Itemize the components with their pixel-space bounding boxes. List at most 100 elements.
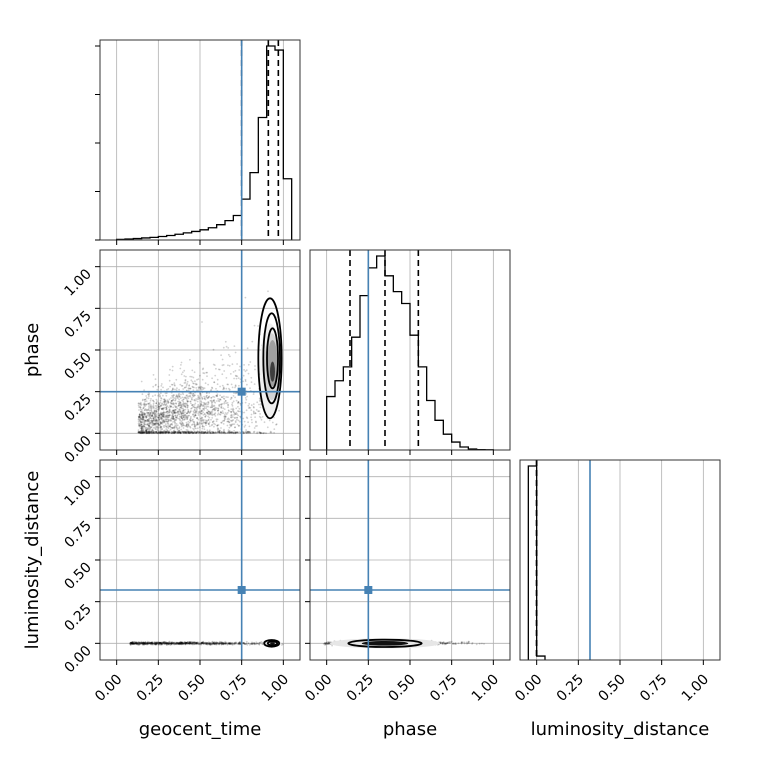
sample-point: [176, 407, 179, 410]
sample-point: [156, 423, 158, 425]
sample-point: [182, 418, 184, 421]
sample-point: [138, 418, 141, 421]
sample-point: [168, 414, 171, 417]
sample-point: [207, 402, 210, 405]
sample-point: [192, 376, 195, 379]
sample-point: [196, 410, 198, 413]
sample-point: [169, 432, 172, 434]
sample-point: [229, 419, 232, 422]
sample-point: [186, 404, 189, 406]
x-axis-ticks: 0.00 0.25 0.50 0.75 1.00: [92, 660, 292, 705]
sample-point: [191, 431, 194, 434]
sample-point: [197, 398, 200, 400]
sample-point: [242, 432, 245, 435]
sample-point: [153, 411, 155, 414]
sample-point: [148, 415, 150, 418]
sample-point: [234, 396, 237, 399]
sample-point: [187, 424, 190, 426]
sample-point: [205, 432, 208, 434]
sample-point: [140, 423, 143, 426]
sample-point: [214, 423, 217, 426]
sample-point: [250, 416, 253, 419]
sample-point: [176, 387, 178, 390]
sample-point: [232, 423, 234, 426]
sample-point: [180, 412, 183, 414]
sample-point: [178, 410, 181, 413]
sample-point: [194, 406, 196, 409]
sample-point: [216, 424, 219, 427]
sample-point: [218, 403, 221, 406]
sample-point: [166, 410, 169, 413]
sample-point: [260, 418, 263, 421]
sample-point: [186, 416, 188, 419]
sample-point: [230, 425, 233, 427]
sample-point: [222, 431, 225, 434]
sample-point: [203, 432, 206, 434]
sample-point: [233, 414, 235, 416]
sample-point: [159, 431, 162, 433]
sample-point: [162, 414, 165, 416]
sample-point: [247, 430, 249, 433]
sample-point: [183, 431, 186, 433]
sample-point: [234, 385, 237, 388]
sample-point: [169, 368, 171, 371]
sample-point: [222, 431, 225, 434]
sample-point: [160, 431, 163, 434]
sample-point: [154, 431, 157, 433]
sample-point: [247, 432, 250, 434]
sample-point: [203, 398, 206, 400]
sample-point: [185, 425, 187, 427]
sample-point: [182, 414, 185, 417]
sample-point: [211, 404, 214, 406]
sample-point: [143, 432, 146, 434]
sample-point: [206, 394, 208, 397]
x-tick-label: 0.00: [512, 672, 545, 705]
sample-point: [172, 421, 174, 423]
sample-point: [137, 431, 140, 434]
sample-point: [162, 401, 165, 403]
sample-point: [212, 395, 215, 398]
sample-point: [140, 413, 143, 416]
sample-point: [243, 426, 246, 428]
sample-point: [184, 414, 186, 417]
sample-point: [138, 424, 141, 427]
sample-point: [250, 409, 253, 411]
sample-point: [178, 400, 181, 403]
sample-point: [166, 388, 168, 391]
sample-point: [222, 412, 225, 415]
sample-point: [145, 429, 148, 432]
sample-point: [203, 409, 206, 411]
sample-point: [229, 431, 232, 434]
sample-point: [205, 396, 208, 399]
sample-point: [151, 423, 154, 426]
sample-point: [162, 430, 164, 433]
sample-point: [193, 421, 195, 424]
sample-point: [196, 417, 199, 419]
sample-point: [167, 431, 170, 434]
sample-point: [167, 431, 170, 434]
sample-point: [172, 402, 175, 404]
sample-point: [164, 418, 167, 421]
sample-point: [156, 432, 159, 435]
sample-point: [174, 411, 177, 414]
sample-point: [229, 414, 232, 417]
sample-point: [150, 642, 153, 645]
sample-point: [185, 421, 188, 424]
sample-point: [202, 419, 205, 422]
sample-point: [145, 419, 148, 422]
sample-point: [163, 431, 166, 433]
sample-point: [175, 402, 177, 404]
sample-point: [147, 432, 150, 434]
sample-point: [207, 405, 210, 408]
sample-point: [220, 421, 223, 424]
sample-point: [206, 409, 209, 411]
sample-point: [196, 641, 199, 644]
sample-point: [153, 406, 155, 409]
sample-point: [180, 431, 183, 433]
sample-point: [205, 421, 208, 424]
sample-point: [210, 399, 213, 402]
sample-point: [171, 427, 173, 429]
sample-point: [161, 431, 164, 434]
sample-point: [194, 431, 197, 434]
